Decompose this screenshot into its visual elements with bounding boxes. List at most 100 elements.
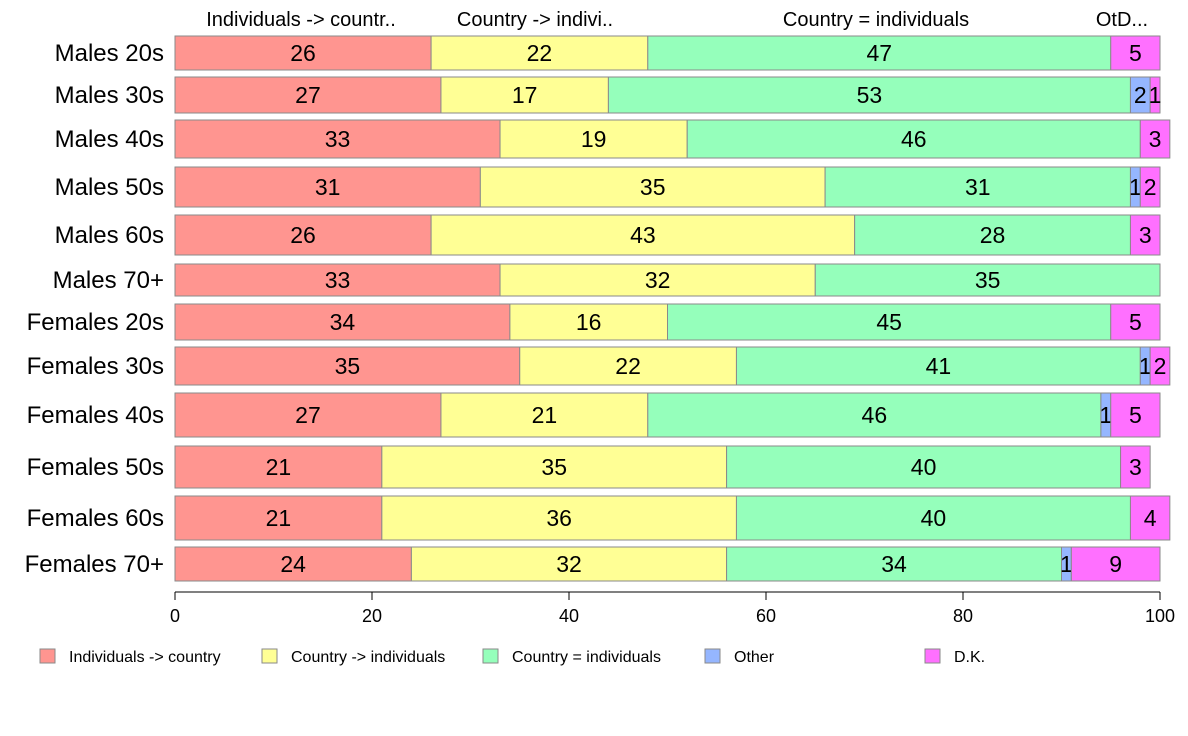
- bar-segment-individuals-country: [174, 214, 432, 256]
- bar-segment-d-k: [1120, 445, 1151, 489]
- bar-segment-country-individuals: [519, 346, 737, 386]
- data-label: 35: [335, 353, 361, 379]
- bar-segment-country-individuals: [824, 166, 1131, 208]
- category-label: Females 20s: [27, 309, 164, 336]
- data-label: 1: [1099, 402, 1112, 428]
- top-label-other-dk: OtD...: [1096, 9, 1148, 31]
- bar-segment-individuals-country: [174, 119, 501, 159]
- category-label: Females 40s: [27, 402, 164, 429]
- data-label: 27: [295, 82, 321, 108]
- bar-segment-d-k: [1110, 35, 1161, 71]
- data-label: 21: [532, 402, 558, 428]
- data-label: 9: [1109, 551, 1122, 577]
- bar-segment-country-individuals: [607, 76, 1131, 114]
- data-label: 19: [581, 126, 607, 152]
- bar-segment-country-individuals: [735, 495, 1131, 541]
- bar-segment-country-individuals: [726, 546, 1062, 582]
- legend-swatch-country-individuals: [261, 648, 278, 664]
- data-label: 36: [546, 505, 572, 531]
- data-label: 35: [640, 174, 666, 200]
- data-label: 40: [911, 454, 937, 480]
- bar-segment-d-k: [1139, 166, 1161, 208]
- bar-segment-individuals-country: [174, 166, 481, 208]
- data-label: 33: [325, 267, 351, 293]
- data-label: 31: [315, 174, 341, 200]
- bar-segment-country-individuals: [499, 119, 688, 159]
- bar-segment-country-individuals: [430, 35, 649, 71]
- data-label: 34: [881, 551, 907, 577]
- data-label: 35: [541, 454, 567, 480]
- bar-segment-individuals-country: [174, 263, 501, 297]
- x-tick-label: 60: [756, 606, 776, 626]
- bar-segment-d-k: [1149, 346, 1171, 386]
- bars: 26 22 47 527 17 53 2 133 19 46 331 35 31 1 226 43 28 333 3…: [174, 35, 1171, 582]
- data-label: 46: [862, 402, 888, 428]
- category-label: Males 40s: [55, 126, 164, 153]
- data-label: 2: [1154, 353, 1167, 379]
- category-label: Females 50s: [27, 454, 164, 481]
- top-labels: Individuals -> countr.. Country -> indiv…: [206, 9, 1148, 31]
- legend-label: Individuals -> country: [69, 649, 221, 666]
- data-label: 26: [290, 222, 316, 248]
- bar-segment-country-individuals: [509, 303, 668, 341]
- data-label: 33: [325, 126, 351, 152]
- legend-swatch-other: [704, 648, 721, 664]
- bar-segment-country-individuals: [686, 119, 1141, 159]
- data-label: 1: [1060, 551, 1073, 577]
- data-label: 1: [1129, 174, 1142, 200]
- legend-label: Other: [734, 649, 775, 666]
- legend-swatch-d-k: [924, 648, 941, 664]
- data-label: 3: [1149, 126, 1162, 152]
- bar-segment-country-individuals: [647, 35, 1112, 71]
- data-label: 41: [926, 353, 952, 379]
- category-label: Males 20s: [55, 40, 164, 67]
- top-label-country-individuals: Country -> indivi..: [457, 9, 613, 31]
- x-tick-label: 20: [362, 606, 382, 626]
- data-label: 40: [921, 505, 947, 531]
- data-label: 5: [1129, 40, 1142, 66]
- data-label: 24: [280, 551, 306, 577]
- data-label: 26: [290, 40, 316, 66]
- data-label: 46: [901, 126, 927, 152]
- data-label: 27: [295, 402, 321, 428]
- bar-segment-d-k: [1129, 214, 1161, 256]
- bar-segment-country-individuals: [440, 76, 609, 114]
- data-label: 17: [512, 82, 538, 108]
- bar-segment-country-individuals: [410, 546, 728, 582]
- bar-segment-individuals-country: [174, 346, 521, 386]
- data-label: 45: [876, 309, 902, 335]
- bar-segment-individuals-country: [174, 303, 511, 341]
- legend-swatch-country-individuals: [482, 648, 499, 664]
- x-axis: 0 20 40 60 80 100: [170, 591, 1175, 626]
- legend-swatch-individuals-country: [39, 648, 56, 664]
- category-label: Males 70+: [53, 267, 164, 294]
- legend-label: Country = individuals: [512, 649, 661, 666]
- bar-segment-d-k: [1149, 76, 1161, 114]
- category-label: Males 50s: [55, 174, 164, 201]
- data-label: 34: [330, 309, 356, 335]
- bar-segment-individuals-country: [174, 35, 432, 71]
- top-label-country-equals-individuals: Country = individuals: [783, 9, 969, 31]
- data-label: 31: [965, 174, 991, 200]
- bar-segment-country-individuals: [854, 214, 1131, 256]
- bar-segment-country-individuals: [647, 392, 1102, 438]
- x-tick-label: 80: [953, 606, 973, 626]
- data-label: 5: [1129, 402, 1142, 428]
- bar-segment-country-individuals: [440, 392, 649, 438]
- bar-segment-country-individuals: [814, 263, 1161, 297]
- data-label: 22: [615, 353, 641, 379]
- data-label: 47: [866, 40, 892, 66]
- bar-segment-d-k: [1110, 303, 1161, 341]
- bar-segment-country-individuals: [667, 303, 1112, 341]
- bar-segment-d-k: [1139, 119, 1171, 159]
- data-label: 28: [980, 222, 1006, 248]
- bar-segment-country-individuals: [726, 445, 1122, 489]
- data-label: 4: [1144, 505, 1157, 531]
- bar-segment-individuals-country: [174, 76, 442, 114]
- category-label: Females 70+: [25, 551, 164, 578]
- top-label-individuals-country: Individuals -> countr..: [206, 9, 396, 31]
- data-label: 22: [527, 40, 553, 66]
- bar-segment-country-individuals: [499, 263, 816, 297]
- bar-segment-country-individuals: [381, 445, 728, 489]
- data-label: 3: [1129, 454, 1142, 480]
